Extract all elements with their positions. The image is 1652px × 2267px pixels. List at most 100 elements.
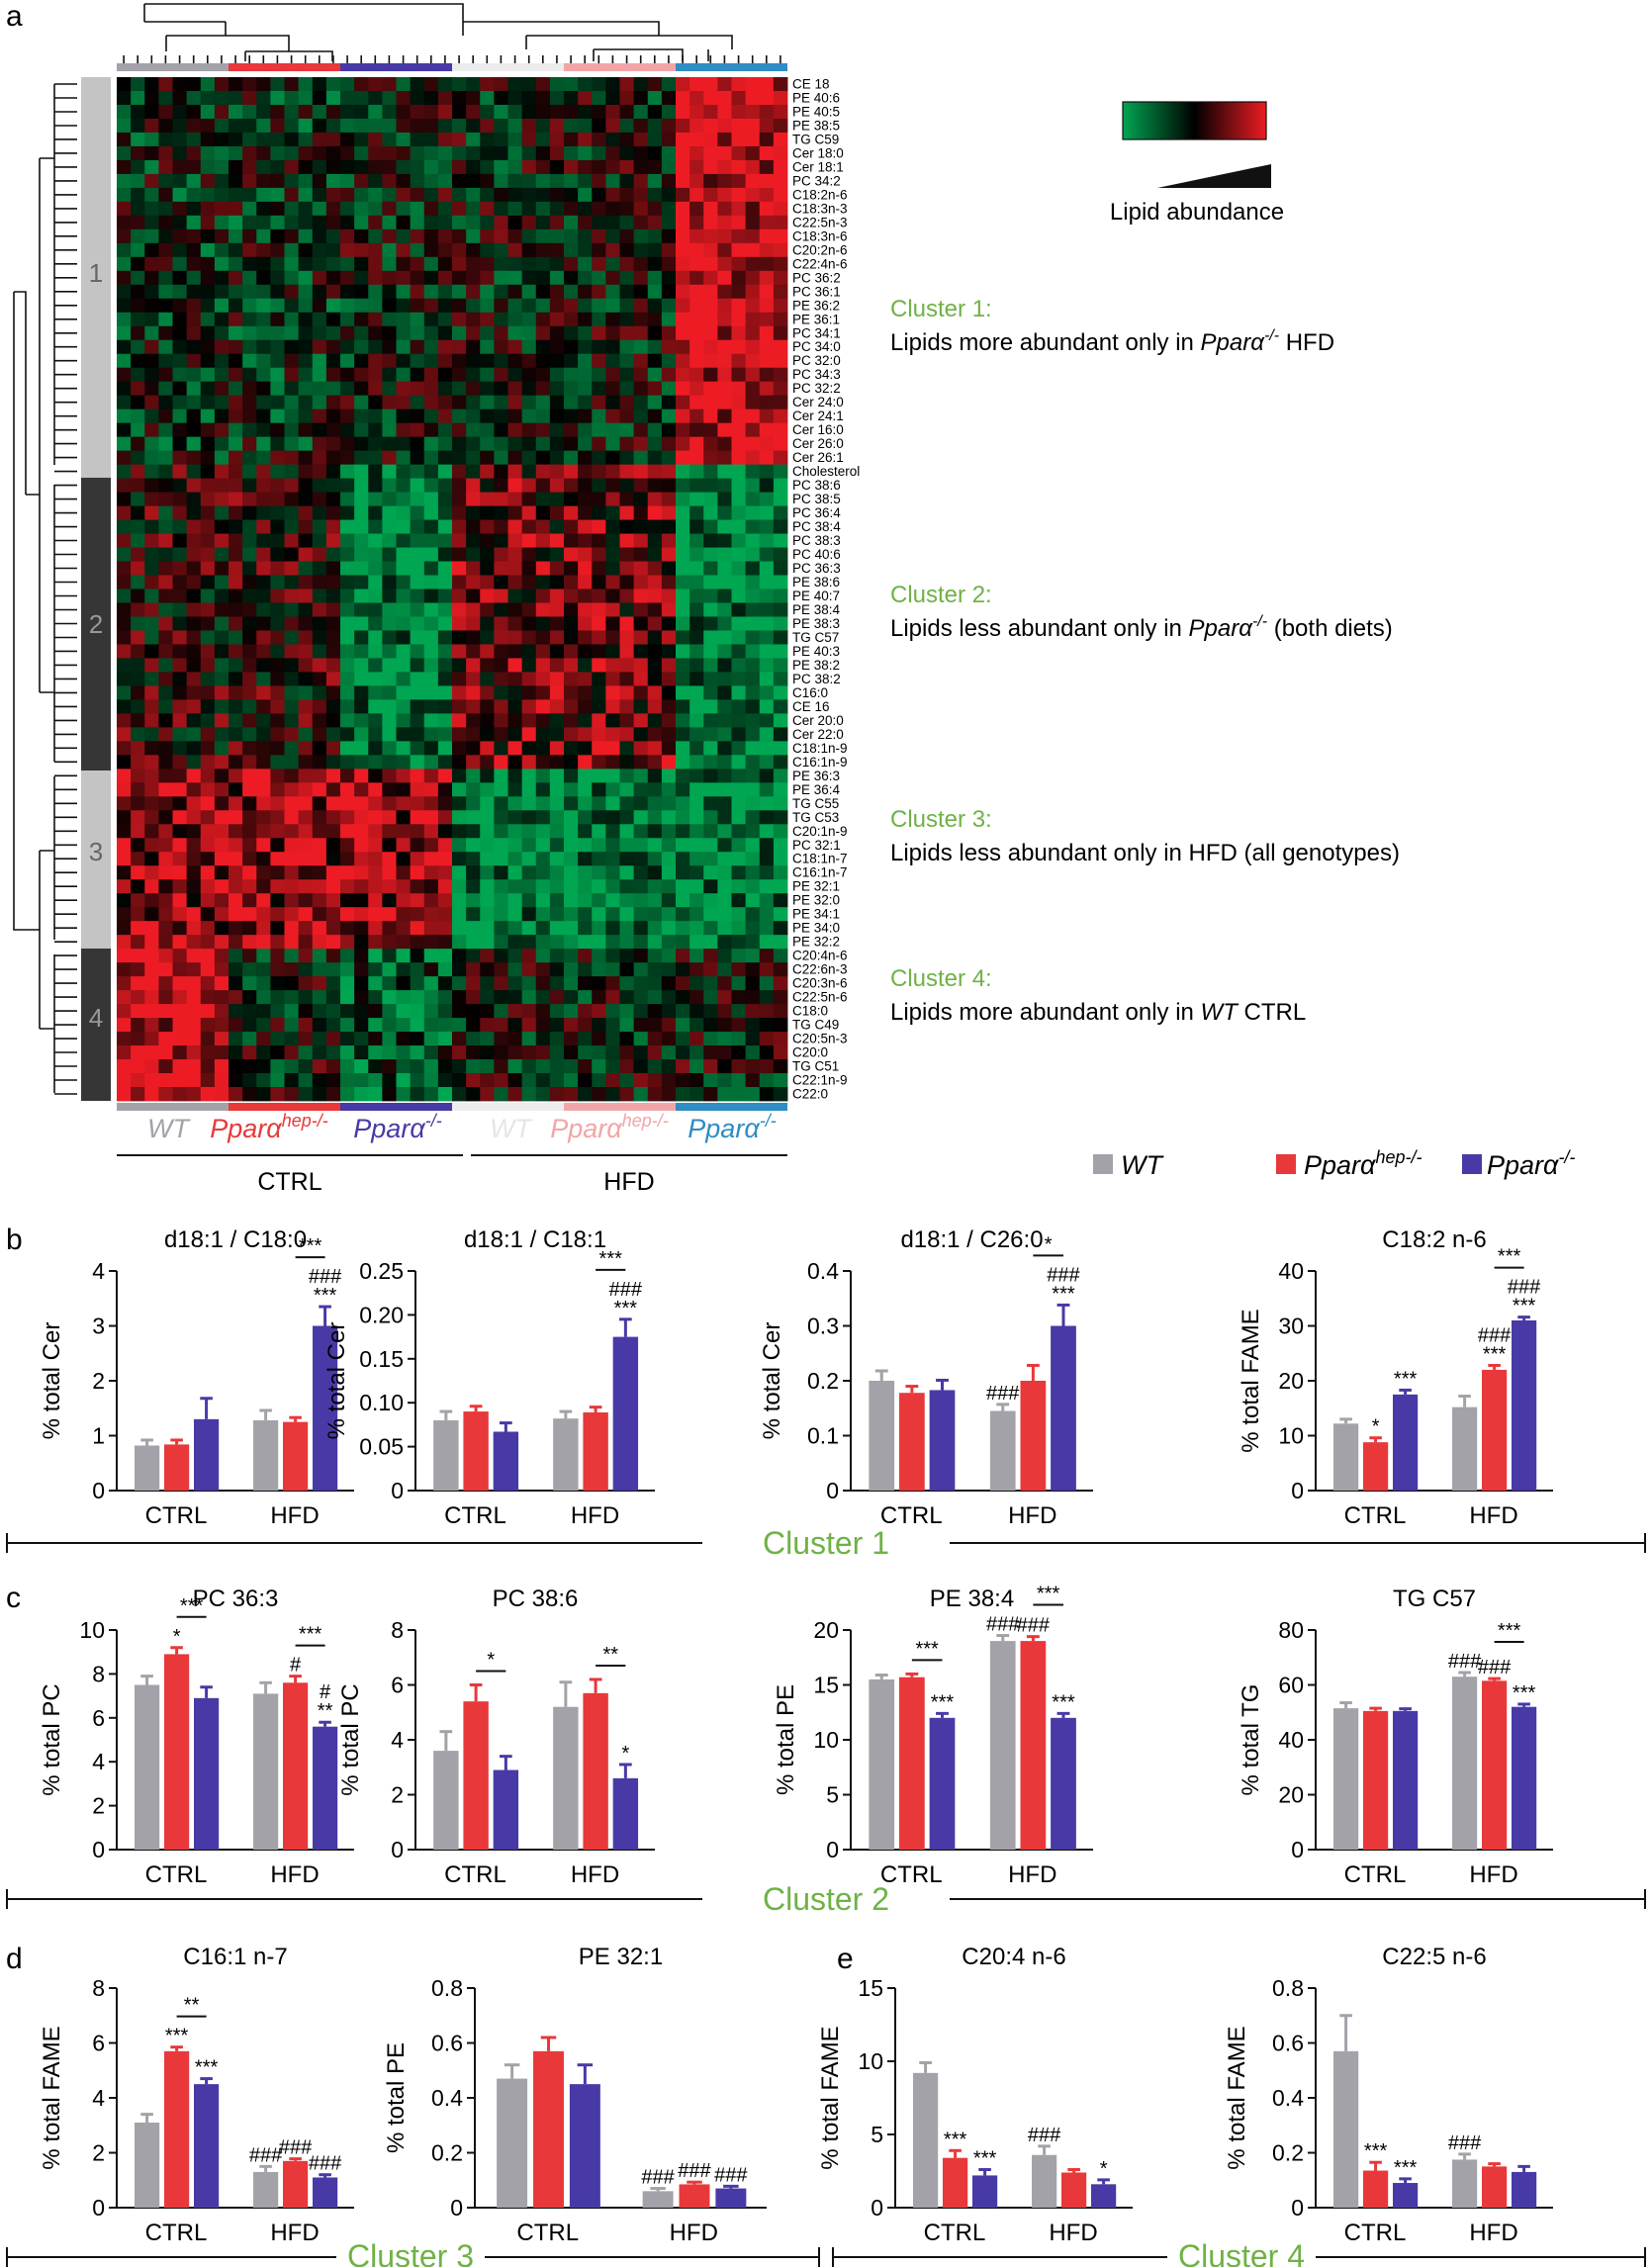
heatmap-row-label: C22:1n-9 [792, 1073, 848, 1088]
heatmap-cell [661, 561, 677, 576]
heatmap-cell [535, 1045, 551, 1060]
heatmap-cell [549, 921, 565, 936]
heatmap-cell [578, 395, 593, 410]
heatmap-cell [480, 242, 495, 258]
heatmap-cell [466, 782, 481, 797]
heatmap-cell [452, 1018, 467, 1033]
heatmap-cell [480, 990, 495, 1005]
heatmap-cell [689, 1087, 704, 1102]
heatmap-cell [731, 713, 747, 728]
heatmap-cell [452, 796, 467, 811]
heatmap-cell [619, 533, 635, 548]
bar [1333, 1708, 1359, 1850]
heatmap-cell [368, 464, 383, 480]
heatmap-cell [172, 727, 188, 742]
heatmap-cell [592, 824, 606, 839]
heatmap-cell [354, 228, 369, 244]
heatmap-cell [745, 132, 761, 147]
heatmap-cell [144, 1032, 159, 1046]
heatmap-cell [592, 713, 606, 728]
heatmap-cell [284, 436, 300, 452]
heatmap-cell [605, 519, 620, 534]
column-group-bar-bottom [452, 1103, 564, 1111]
heatmap-cell [717, 949, 732, 963]
heatmap-cell [689, 976, 704, 991]
heatmap-cell [535, 602, 551, 617]
heatmap-cell [354, 561, 369, 576]
heatmap-cell [340, 713, 355, 728]
heatmap-cell [284, 602, 300, 617]
heatmap-cell [773, 644, 788, 659]
heatmap-cell [172, 367, 188, 383]
heatmap-cell [312, 408, 327, 424]
heatmap-cell [452, 935, 467, 950]
heatmap-cell [229, 865, 243, 880]
heatmap-cell [325, 685, 341, 700]
heatmap-cell [578, 644, 593, 659]
heatmap-cell [494, 325, 508, 341]
heatmap-cell [396, 353, 412, 369]
heatmap-cell [410, 727, 425, 742]
heatmap-cell [535, 422, 551, 438]
heatmap-cell [312, 298, 327, 314]
heatmap-cell [676, 547, 690, 562]
heatmap-cell [605, 575, 620, 589]
heatmap-cell [745, 228, 761, 244]
heatmap-cell [368, 533, 383, 548]
heatmap-cell [117, 755, 132, 770]
heatmap-cell [535, 408, 551, 424]
heatmap-cell [340, 1032, 355, 1046]
heatmap-cell [480, 644, 495, 659]
panel-letter-c: c [6, 1582, 21, 1614]
heatmap-cell [270, 699, 285, 714]
heatmap-cell [325, 755, 341, 770]
heatmap-cell [773, 118, 788, 134]
heatmap-cell [578, 741, 593, 756]
heatmap-cell [423, 616, 439, 631]
heatmap-row-label: C16:1n-7 [792, 865, 848, 880]
heatmap-cell [535, 990, 551, 1005]
heatmap-cell [759, 838, 775, 853]
heatmap-cell [256, 616, 271, 631]
heatmap-cell [158, 769, 173, 783]
heatmap-cell [745, 879, 761, 894]
heatmap-cell [773, 810, 788, 825]
heatmap-cell [619, 492, 635, 506]
heatmap-cell [144, 962, 159, 977]
heatmap-cell [131, 699, 145, 714]
heatmap-cell [647, 312, 663, 327]
heatmap-cell [703, 741, 718, 756]
heatmap-cell [158, 395, 173, 410]
heatmap-cell [452, 561, 467, 576]
heatmap-cell [410, 77, 425, 92]
heatmap-cell [325, 1045, 341, 1060]
heatmap-cell [521, 769, 537, 783]
heatmap-cell [144, 769, 159, 783]
heatmap-cell [703, 824, 718, 839]
heatmap-cell [340, 201, 355, 217]
heatmap-cell [605, 256, 620, 272]
heatmap-cell [507, 755, 523, 770]
heatmap-cell [298, 422, 314, 438]
heatmap-cell [242, 256, 257, 272]
heatmap-cell [172, 921, 188, 936]
heatmap-cell [619, 173, 635, 189]
heatmap-cell [298, 1032, 314, 1046]
heatmap-cell [312, 505, 327, 520]
heatmap-cell [200, 104, 216, 120]
heatmap-cell [494, 1087, 508, 1102]
heatmap-cell [745, 741, 761, 756]
heatmap-cell [578, 824, 593, 839]
heatmap-cell [521, 339, 537, 355]
heatmap-cell [270, 90, 285, 106]
heatmap-cell [382, 228, 397, 244]
heatmap-cell [410, 173, 425, 189]
heatmap-cell [480, 907, 495, 922]
heatmap-cell [229, 561, 243, 576]
heatmap-cell [689, 367, 704, 383]
heatmap-cell [731, 741, 747, 756]
heatmap-cell [144, 242, 159, 258]
heatmap-cell [284, 505, 300, 520]
heatmap-cell [340, 658, 355, 673]
heatmap-cell [284, 395, 300, 410]
